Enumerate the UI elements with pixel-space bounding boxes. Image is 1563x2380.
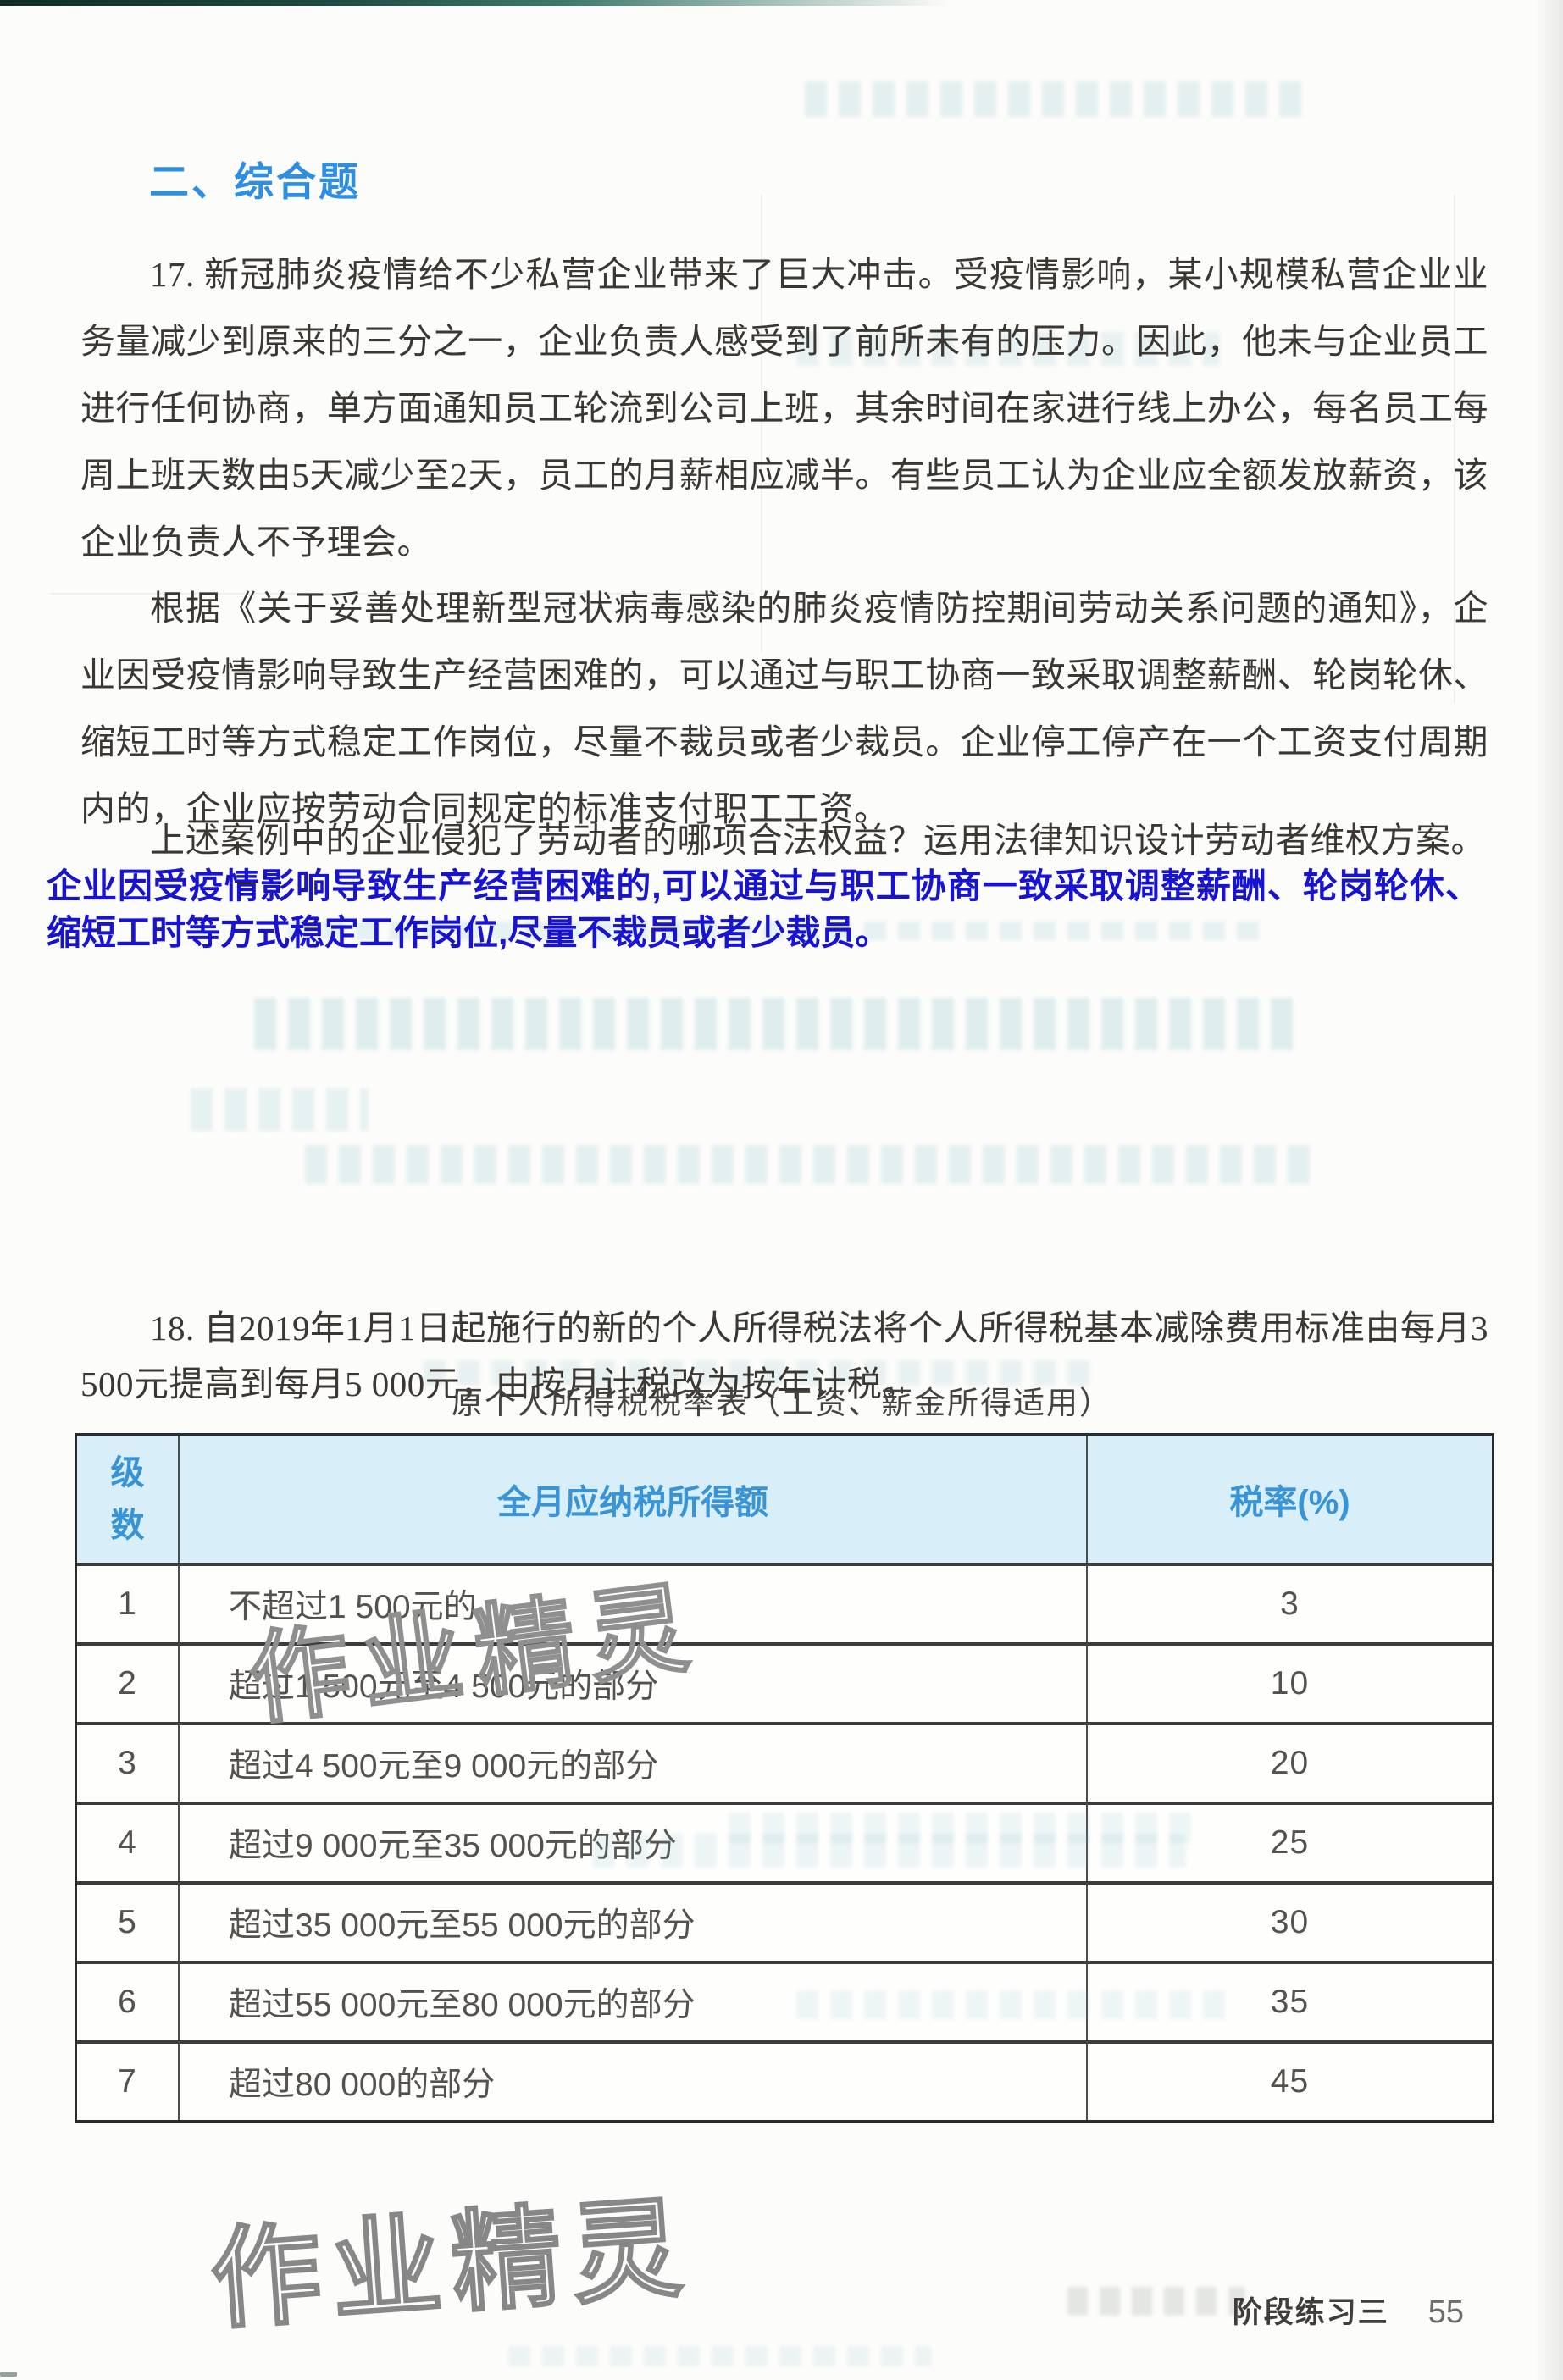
header-cell-rate: 税率(%) — [1088, 1436, 1492, 1563]
bleed-rule — [1454, 195, 1455, 703]
bleed-artifact — [305, 1145, 1322, 1184]
q17-paragraph-1: 17. 新冠肺炎疫情给不少私营企业带来了巨大冲击。受疫情影响，某小规模私营企业业… — [80, 255, 1488, 562]
table-header-row: 级数 全月应纳税所得额 税率(%) — [77, 1436, 1492, 1563]
bleed-artifact — [796, 1990, 1237, 2019]
bleed-artifact — [805, 81, 1313, 117]
table-row: 3 超过4 500元至9 000元的部分 20 — [77, 1722, 1492, 1802]
cell-level: 7 — [77, 2040, 180, 2120]
q17-question-line: 上述案例中的企业侵犯了劳动者的哪项合法权益？运用法律知识设计劳动者维权方案。 — [150, 821, 1486, 860]
cell-rate: 45 — [1088, 2040, 1492, 2120]
cell-level: 3 — [77, 1722, 180, 1802]
tax-table-title: 原个人所得税税率表（工资、薪金所得适用） — [452, 1386, 1112, 1420]
q17-paragraph-2: 根据《关于妥善处理新型冠状病毒感染的肺炎疫情防控期间劳动关系问题的通知》，企业因… — [80, 589, 1488, 828]
cell-rate: 3 — [1088, 1563, 1492, 1642]
cell-income: 超过55 000元至80 000元的部分 — [180, 1961, 1088, 2040]
cell-income: 不超过1 500元的 — [180, 1563, 1088, 1642]
q18-paragraph: 18. 自2019年1月1日起施行的新的个人所得税法将个人所得税基本减除费用标准… — [80, 1309, 1488, 1403]
footer-page-number: 55 — [1427, 2294, 1464, 2330]
cell-income: 超过1 500元至4 500元的部分 — [180, 1642, 1088, 1722]
bleed-artifact — [288, 922, 1271, 940]
tax-rate-table: 级数 全月应纳税所得额 税率(%) 1 不超过1 500元的 3 2 超过1 5… — [75, 1433, 1494, 2123]
table-row: 4 超过9 000元至35 000元的部分 25 — [77, 1802, 1492, 1881]
cell-level: 6 — [77, 1961, 180, 2040]
table-row: 2 超过1 500元至4 500元的部分 10 — [77, 1642, 1492, 1722]
cell-income: 超过35 000元至55 000元的部分 — [180, 1881, 1088, 1961]
q17-handwritten-answer: 企业因受疫情影响导致生产经营困难的,可以通过与职工协商一致采取调整薪酬、轮岗轮休… — [47, 866, 1480, 952]
footer-section-label: 阶段练习三 — [1232, 2296, 1389, 2329]
table-row: 6 超过55 000元至80 000元的部分 35 — [77, 1961, 1492, 2040]
cell-level: 1 — [77, 1563, 180, 1642]
cell-level: 2 — [77, 1642, 180, 1722]
bleed-artifact — [508, 2346, 932, 2366]
bleed-artifact — [1067, 2287, 1245, 2316]
page-footer: 阶段练习三 55 — [1233, 2289, 1464, 2332]
cell-income: 超过9 000元至35 000元的部分 — [180, 1802, 1088, 1881]
bleed-artifact — [254, 998, 1296, 1050]
cell-rate: 10 — [1088, 1642, 1492, 1722]
page-top-edge-line — [0, 0, 949, 6]
cell-rate: 20 — [1088, 1722, 1492, 1802]
cell-income: 超过4 500元至9 000元的部分 — [180, 1722, 1088, 1802]
header-cell-level: 级数 — [77, 1436, 180, 1563]
bleed-rule — [51, 593, 754, 595]
header-cell-income: 全月应纳税所得额 — [180, 1436, 1088, 1563]
bleed-artifact — [593, 1834, 1186, 1868]
cell-level: 5 — [77, 1881, 180, 1961]
table-row: 1 不超过1 500元的 3 — [77, 1563, 1492, 1642]
page-right-shade — [1534, 0, 1563, 2380]
bleed-artifact — [424, 1360, 1101, 1386]
cell-income: 超过80 000的部分 — [180, 2040, 1088, 2120]
watermark-text: 作业精灵 — [206, 2184, 696, 2344]
bleed-rule — [761, 195, 762, 652]
cell-rate: 35 — [1088, 1961, 1492, 2040]
table-row: 5 超过35 000元至55 000元的部分 30 — [77, 1881, 1492, 1961]
cell-rate: 25 — [1088, 1802, 1492, 1881]
bleed-artifact — [191, 1088, 369, 1131]
section-header: 二、综合题 — [149, 159, 361, 204]
page-corner-mark — [0, 2372, 17, 2377]
bleed-artifact — [796, 332, 1220, 366]
bleed-artifact — [729, 1813, 1194, 1843]
cell-rate: 30 — [1088, 1881, 1492, 1961]
table-row: 7 超过80 000的部分 45 — [77, 2040, 1492, 2120]
cell-level: 4 — [77, 1802, 180, 1881]
